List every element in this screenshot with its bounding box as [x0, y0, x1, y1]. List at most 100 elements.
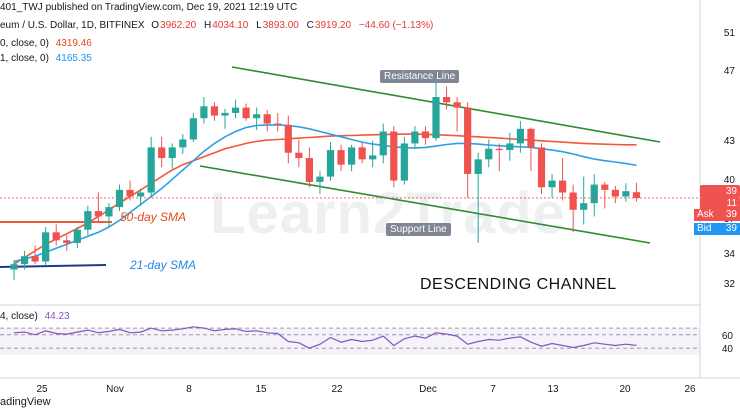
candle-body: [485, 148, 493, 160]
candle-body: [379, 131, 387, 156]
symbol-text: eum / U.S. Dollar, 1D, BITFINEX: [0, 20, 145, 31]
candle-body: [411, 131, 419, 144]
candle: [432, 81, 440, 141]
candle-body: [421, 131, 430, 139]
bid-value: 39: [725, 223, 737, 234]
rsi-legend[interactable]: 4, close) 44.23: [0, 311, 74, 322]
sma21-legend[interactable]: 1, close, 0) 4165.35: [0, 53, 96, 64]
sma21-legend-value: 4165.35: [55, 53, 92, 64]
low-value: 3893.00: [262, 20, 299, 31]
sma50-annotation: 50-day SMA: [120, 210, 187, 224]
candle: [537, 143, 546, 194]
candle-body: [622, 191, 630, 197]
candle: [622, 183, 630, 202]
candle-body: [580, 203, 588, 210]
candle: [358, 142, 366, 164]
candle: [379, 123, 387, 164]
candle-body: [453, 102, 461, 108]
candle-body: [210, 106, 219, 116]
close-value: 3919.20: [314, 20, 352, 31]
descending-channel: [0, 66, 661, 268]
candle: [337, 144, 345, 172]
price-axis-label: 47: [724, 66, 736, 77]
candle: [94, 192, 102, 222]
candle: [569, 184, 577, 233]
candle-body: [105, 207, 113, 217]
resistance-line-label: Resistance Line: [380, 70, 460, 83]
candle: [10, 260, 18, 281]
ask-chip: Ask 39: [694, 209, 740, 221]
candle-body: [274, 123, 282, 125]
rsi-path: [13, 326, 637, 349]
candle-body: [94, 211, 102, 217]
candle: [559, 158, 567, 201]
candle: [284, 115, 292, 164]
candle: [516, 120, 524, 153]
candle: [221, 108, 229, 129]
time-axis-label: 20: [619, 384, 631, 395]
publisher-text: 401_TWJ published on TradingView.com, De…: [0, 2, 298, 13]
countdown-chip: 11: [700, 197, 740, 210]
candle-body: [527, 128, 535, 148]
sma50-legend[interactable]: 0, close, 0) 4319.46: [0, 38, 96, 49]
change-value: −44.60 (−1.13%): [358, 20, 434, 31]
candle-body: [632, 192, 641, 198]
candle-body: [263, 114, 271, 124]
candle: [105, 203, 113, 228]
rsi-axis-label: 40: [722, 344, 734, 355]
candle: [305, 147, 313, 188]
candle: [168, 143, 176, 169]
resistance-line: [231, 66, 661, 143]
candle: [295, 139, 303, 168]
candle: [348, 144, 356, 172]
candle: [158, 136, 166, 168]
sma50-legend-value: 4319.46: [55, 38, 92, 49]
candle-body: [590, 184, 598, 204]
candle-body: [179, 139, 187, 148]
high-value: 4034.10: [212, 20, 249, 31]
time-axis-label: 13: [547, 384, 559, 395]
candle-body: [242, 107, 250, 119]
candle-body: [400, 143, 408, 181]
candle-body: [20, 256, 29, 265]
candle: [485, 139, 493, 168]
candle: [63, 234, 71, 251]
candle-body: [168, 147, 176, 159]
candle: [115, 184, 124, 212]
candle-body: [284, 124, 292, 153]
candle: [179, 134, 187, 155]
candle-body: [569, 192, 577, 210]
price-axis-label: 40: [724, 175, 736, 186]
candle-body: [390, 131, 398, 181]
support-line-label: Support Line: [386, 223, 451, 236]
candle-body: [337, 150, 345, 165]
chart-title: DESCENDING CHANNEL: [420, 276, 617, 293]
candle: [316, 171, 324, 194]
candle: [495, 143, 503, 172]
candle-body: [601, 184, 609, 190]
candle-body: [52, 232, 60, 241]
candle: [411, 126, 419, 149]
candle: [390, 126, 398, 188]
sma50-legend-label: 0, close, 0): [0, 38, 49, 49]
last-price-chip: 39: [700, 185, 740, 198]
candle: [506, 132, 514, 161]
candle-body: [253, 114, 261, 119]
candle-body: [474, 159, 482, 174]
open-value: 3962.20: [160, 20, 197, 31]
sma21-line: [13, 124, 637, 263]
candlesticks: [0, 81, 700, 281]
candle-body: [537, 147, 546, 188]
candle-body: [358, 147, 366, 160]
candle: [527, 127, 535, 172]
candle-body: [137, 192, 145, 197]
candle-body: [611, 189, 619, 197]
candle: [580, 176, 588, 225]
candle: [242, 103, 250, 121]
candle: [31, 245, 39, 265]
ask-label: Ask: [697, 209, 714, 220]
candle: [42, 227, 50, 266]
candle: [189, 112, 197, 143]
candle-body: [548, 180, 556, 188]
